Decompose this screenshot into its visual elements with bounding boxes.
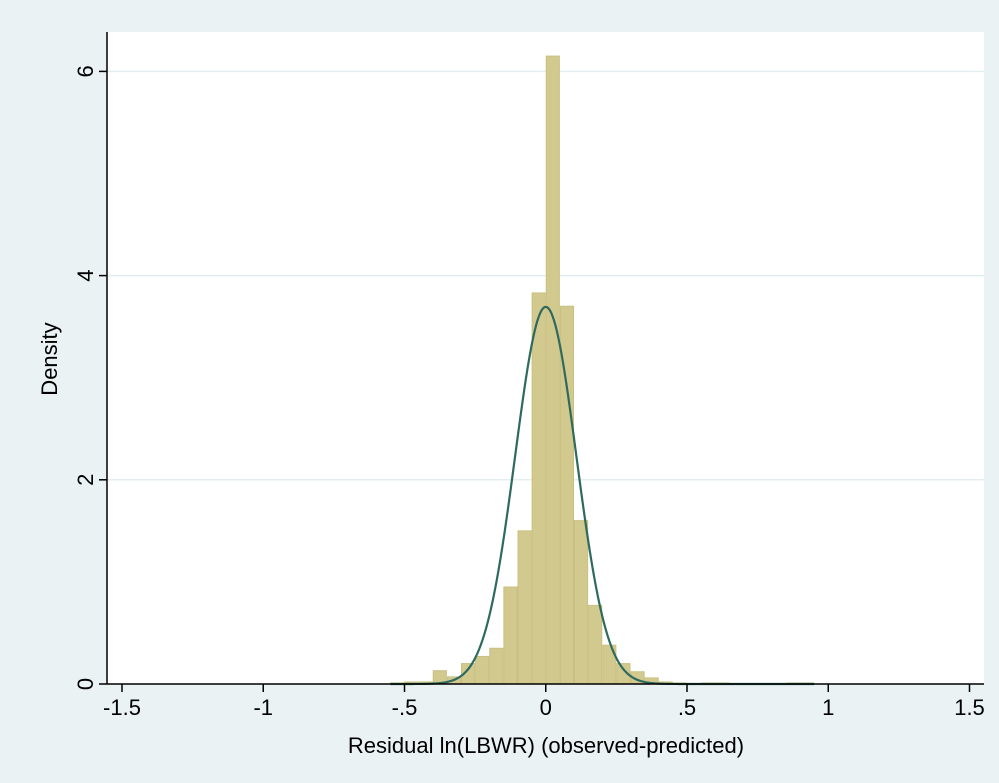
y-axis-ticks: 0 2 4 6: [73, 65, 107, 690]
histogram-bar-10: [531, 292, 546, 685]
x-tick-label: .5: [678, 695, 696, 720]
x-tick-label: -1.5: [103, 695, 141, 720]
x-axis-title: Residual ln(LBWR) (observed-predicted): [348, 733, 744, 758]
x-tick-label: 0: [540, 695, 552, 720]
y-tick-label: 0: [73, 678, 98, 690]
x-tick-label: 1: [822, 695, 834, 720]
x-tick-label: 1.5: [954, 695, 985, 720]
y-tick-label: 6: [73, 65, 98, 77]
x-tick-label: -.5: [392, 695, 418, 720]
histogram-bar-8: [503, 586, 518, 685]
histogram-bar-7: [489, 647, 504, 685]
y-axis-title: Density: [37, 322, 62, 395]
x-tick-label: -1: [253, 695, 273, 720]
histogram-bar-13: [574, 520, 589, 685]
histogram-bar-14: [588, 604, 603, 685]
histogram-bar-6: [475, 655, 490, 685]
histogram-bar-9: [517, 530, 532, 685]
x-axis-ticks: -1.5 -1 -.5 0 .5 1 1.5: [103, 684, 985, 720]
histogram-bar-11: [545, 55, 560, 685]
y-tick-label: 4: [73, 269, 98, 281]
y-tick-label: 2: [73, 474, 98, 486]
